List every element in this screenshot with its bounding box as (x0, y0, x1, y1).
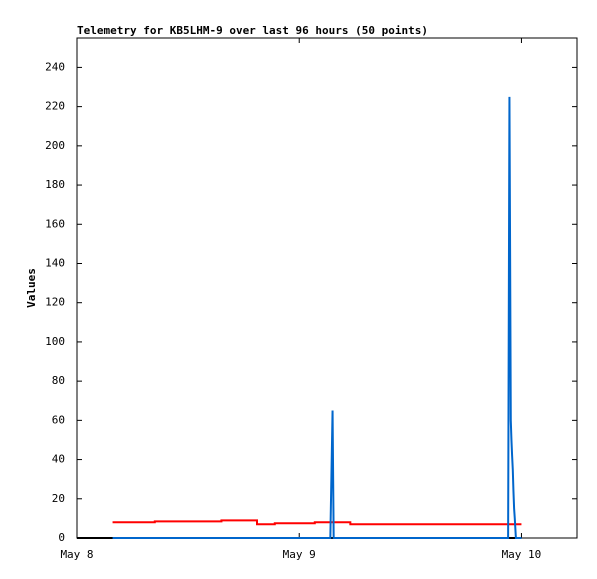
y-tick-label: 240 (45, 60, 65, 73)
y-tick-label: 0 (58, 531, 65, 544)
y-tick-label: 40 (52, 453, 65, 466)
y-tick-label: 100 (45, 335, 65, 348)
series-line (112, 519, 522, 526)
y-tick-label: 60 (52, 413, 65, 426)
y-tick-label: 80 (52, 374, 65, 387)
y-tick-label: 160 (45, 217, 65, 230)
plot-frame (76, 37, 578, 539)
y-axis-label: Values (25, 268, 38, 308)
y-tick-label: 200 (45, 139, 65, 152)
y-tick-label: 20 (52, 492, 65, 505)
x-tick-label: May 8 (60, 548, 93, 561)
y-tick-label: 220 (45, 100, 65, 113)
x-tick-label: May 10 (502, 548, 542, 561)
chart-title: Telemetry for KB5LHM-9 over last 96 hour… (77, 24, 428, 37)
series-line (112, 96, 522, 539)
y-tick-label: 180 (45, 178, 65, 191)
y-tick-label: 120 (45, 296, 65, 309)
y-tick-label: 140 (45, 256, 65, 269)
x-tick-label: May 9 (283, 548, 316, 561)
